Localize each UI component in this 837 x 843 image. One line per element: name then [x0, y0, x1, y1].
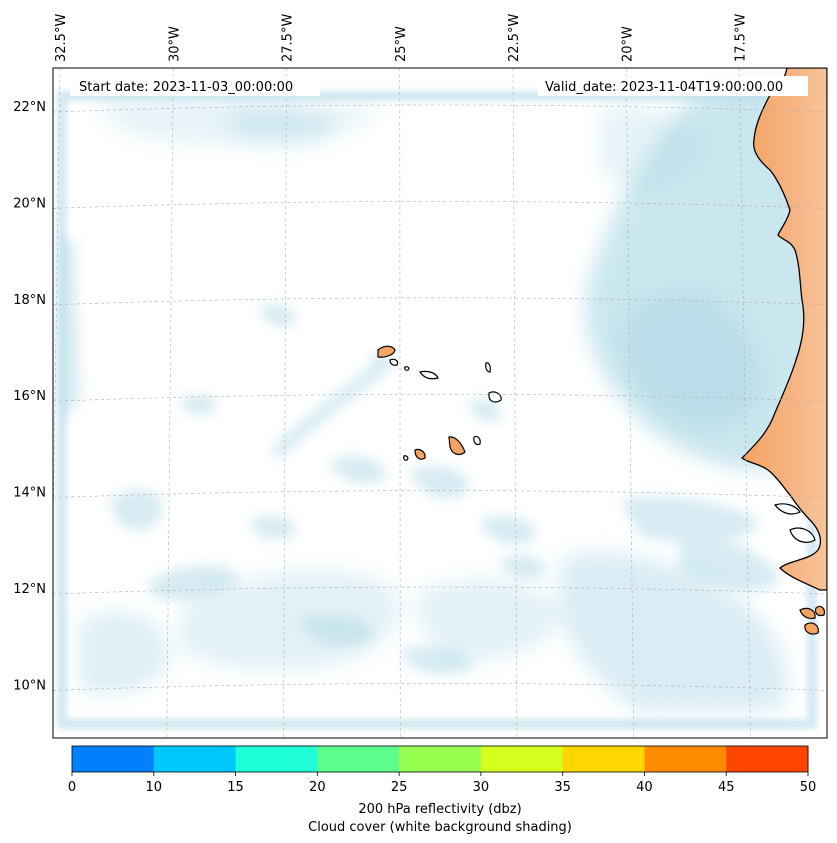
lat-label: 12°N — [13, 582, 46, 597]
gridline-lat — [53, 393, 827, 402]
colorbar-segment — [399, 746, 482, 772]
lat-label: 14°N — [13, 486, 46, 501]
colorbar-tick-label: 0 — [68, 780, 76, 795]
colorbar-tick-label: 35 — [554, 780, 571, 795]
colorbar-segment — [726, 746, 809, 772]
colorbar-caption: Cloud cover (white background shading) — [308, 820, 572, 835]
map-border — [52, 67, 828, 739]
lon-label: 20°W — [620, 26, 635, 62]
gridline-lat — [53, 683, 827, 691]
lat-label: 10°N — [13, 678, 46, 693]
colorbar-border — [71, 745, 809, 773]
gridline-lon — [283, 68, 287, 738]
latitude-labels: 22°N 20°N 18°N 16°N 14°N 12°N 10°N — [13, 100, 46, 693]
start-date-box — [70, 76, 320, 96]
cloud-cover-shading — [53, 68, 827, 738]
lon-label: 25°W — [394, 26, 409, 62]
lat-label: 18°N — [13, 293, 46, 308]
lat-label: 16°N — [13, 389, 46, 404]
colorbar-segment — [480, 746, 564, 772]
valid-date-label: Valid_date: 2023-11-04T19:00:00.00 — [545, 80, 783, 95]
colorbar-tick-label: 10 — [146, 780, 163, 795]
colorbar-segment — [644, 746, 727, 772]
colorbar-tick-label: 50 — [800, 780, 817, 795]
gridline-lat — [53, 586, 827, 595]
africa-mainland — [741, 68, 827, 591]
colorbar-tick-label: 45 — [718, 780, 735, 795]
longitude-labels: 32.5°W 30°W 27.5°W 25°W 22.5°W 20°W 17.5°W — [54, 14, 749, 62]
lon-label: 27.5°W — [281, 14, 296, 62]
gridline-lon — [739, 68, 751, 738]
start-date-label: Start date: 2023-11-03_00:00:00 — [79, 80, 293, 95]
colorbar-tick-label: 15 — [227, 780, 244, 795]
colorbar-tick-label: 30 — [473, 780, 490, 795]
gridlines — [53, 68, 827, 738]
colorbar — [71, 745, 809, 773]
colorbar-segment — [153, 746, 237, 772]
gridline-lat — [53, 297, 827, 306]
colorbar-tick-label: 25 — [391, 780, 408, 795]
lon-label: 30°W — [167, 26, 182, 62]
cape-verde-islands — [377, 345, 502, 461]
colorbar-segment — [235, 746, 318, 772]
gridline-lon — [399, 68, 401, 738]
lat-label: 22°N — [13, 100, 46, 115]
colorbar-tick-label: 20 — [309, 780, 326, 795]
colorbar-segment — [562, 746, 645, 772]
colorbar-tick-label: 40 — [636, 780, 653, 795]
colorbar-label: 200 hPa reflectivity (dbz) — [358, 802, 521, 817]
lon-label: 32.5°W — [54, 14, 69, 62]
lon-label: 22.5°W — [507, 14, 522, 62]
lon-label: 17.5°W — [734, 14, 749, 62]
colorbar-segment — [72, 746, 155, 772]
gridline-lat — [53, 201, 827, 209]
gridline-lon — [625, 68, 635, 738]
colorbar-ticks: 0 10 15 20 25 30 35 40 45 50 — [68, 772, 816, 795]
lat-label: 20°N — [13, 196, 46, 211]
gridline-lon — [512, 68, 518, 738]
colorbar-segment — [317, 746, 400, 772]
valid-date-box — [538, 76, 808, 96]
gridline-lon — [166, 68, 174, 738]
gridline-lat — [53, 104, 827, 113]
gridline-lat — [53, 490, 827, 498]
